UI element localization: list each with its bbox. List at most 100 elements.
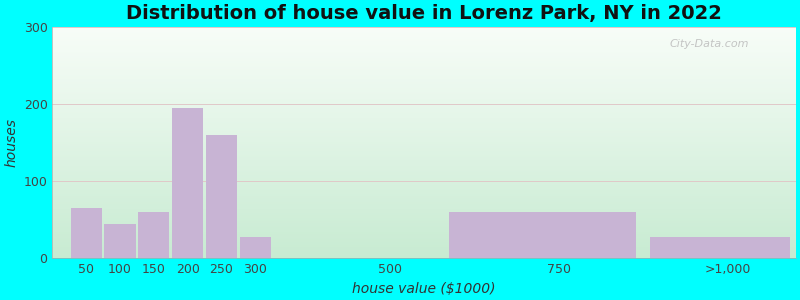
Bar xyxy=(53,77,796,78)
Bar xyxy=(53,111,796,112)
Bar xyxy=(53,227,796,228)
Bar xyxy=(53,118,796,119)
Bar xyxy=(53,184,796,186)
Bar xyxy=(53,166,796,167)
Bar xyxy=(53,233,796,234)
Bar xyxy=(53,176,796,178)
Bar xyxy=(53,119,796,120)
Bar xyxy=(53,116,796,118)
Bar xyxy=(53,154,796,156)
Bar xyxy=(53,126,796,127)
Bar xyxy=(53,114,796,115)
Bar xyxy=(53,99,796,100)
Bar xyxy=(53,115,796,116)
Bar xyxy=(53,137,796,138)
Bar xyxy=(53,158,796,159)
Bar xyxy=(53,48,796,50)
Bar xyxy=(53,249,796,250)
Bar xyxy=(53,255,796,256)
Bar xyxy=(53,55,796,56)
Bar xyxy=(53,214,796,216)
Bar xyxy=(70,208,102,258)
Bar xyxy=(105,224,135,258)
Bar xyxy=(53,89,796,90)
Bar xyxy=(53,256,796,257)
Bar xyxy=(53,250,796,251)
Bar xyxy=(53,175,796,176)
Bar xyxy=(53,210,796,211)
Bar xyxy=(53,236,796,238)
Bar xyxy=(53,54,796,55)
Bar xyxy=(53,146,796,148)
Bar xyxy=(53,66,796,67)
Bar xyxy=(53,100,796,101)
Bar xyxy=(53,228,796,230)
Bar xyxy=(53,246,796,247)
Bar xyxy=(53,41,796,43)
Bar xyxy=(53,127,796,128)
Bar xyxy=(53,58,796,59)
Bar xyxy=(53,190,796,191)
Title: Distribution of house value in Lorenz Park, NY in 2022: Distribution of house value in Lorenz Pa… xyxy=(126,4,722,23)
Bar xyxy=(206,135,237,258)
Bar xyxy=(53,93,796,94)
Bar xyxy=(53,44,796,45)
Bar xyxy=(53,235,796,236)
Bar xyxy=(53,28,796,29)
Bar xyxy=(53,61,796,62)
Bar xyxy=(53,248,796,249)
Bar xyxy=(53,253,796,254)
Bar xyxy=(53,204,796,205)
Bar xyxy=(53,203,796,204)
Bar xyxy=(53,91,796,92)
Bar xyxy=(53,157,796,158)
Bar xyxy=(53,144,796,145)
Bar xyxy=(53,133,796,134)
Bar xyxy=(53,76,796,77)
Bar xyxy=(53,34,796,36)
Bar xyxy=(53,47,796,48)
Bar xyxy=(53,232,796,233)
Bar xyxy=(53,120,796,121)
Bar xyxy=(53,106,796,107)
Bar xyxy=(53,178,796,179)
Bar xyxy=(53,121,796,122)
Bar xyxy=(53,238,796,239)
Bar xyxy=(53,31,796,32)
Bar xyxy=(53,60,796,61)
Bar xyxy=(53,96,796,97)
Bar xyxy=(53,168,796,169)
Bar xyxy=(53,74,796,75)
Bar xyxy=(53,50,796,51)
Bar xyxy=(53,80,796,81)
Bar xyxy=(53,51,796,52)
Bar xyxy=(53,30,796,31)
Bar xyxy=(53,94,796,96)
Bar xyxy=(53,247,796,248)
Bar xyxy=(53,64,796,66)
Bar xyxy=(53,73,796,74)
Bar xyxy=(53,104,796,105)
Bar xyxy=(53,53,796,54)
Bar xyxy=(53,138,796,140)
Bar xyxy=(53,90,796,91)
Bar xyxy=(53,56,796,58)
Bar xyxy=(53,189,796,190)
Bar xyxy=(53,107,796,108)
Bar xyxy=(53,171,796,172)
Bar xyxy=(53,83,796,84)
Bar xyxy=(53,62,796,63)
Bar xyxy=(53,151,796,152)
Bar xyxy=(53,188,796,189)
Bar xyxy=(53,219,796,220)
Bar xyxy=(53,240,796,241)
Bar xyxy=(53,67,796,68)
Bar xyxy=(53,84,796,85)
Bar xyxy=(53,123,796,124)
Bar xyxy=(53,220,796,221)
Bar xyxy=(53,36,796,37)
Bar xyxy=(53,159,796,160)
Bar xyxy=(53,234,796,235)
Bar xyxy=(53,150,796,151)
Bar xyxy=(53,38,796,39)
